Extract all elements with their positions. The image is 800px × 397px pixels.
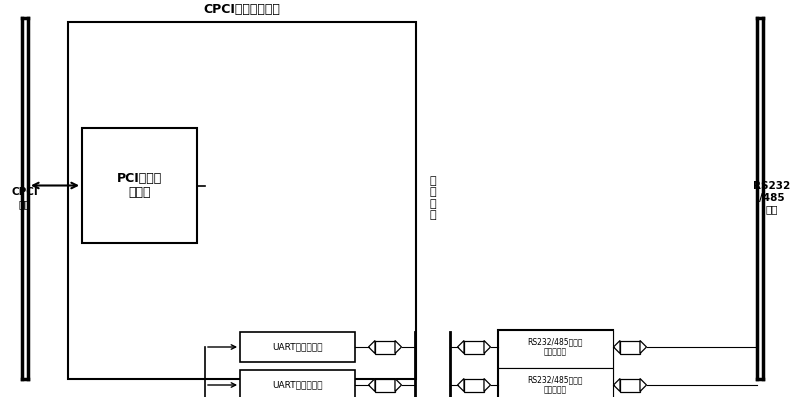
Bar xyxy=(464,378,484,391)
Polygon shape xyxy=(395,378,402,391)
Polygon shape xyxy=(614,341,620,353)
Polygon shape xyxy=(640,378,646,391)
Bar xyxy=(375,378,395,391)
Bar xyxy=(240,332,355,362)
Text: PCI从设备
管理器: PCI从设备 管理器 xyxy=(117,172,162,200)
Polygon shape xyxy=(458,341,464,353)
Bar xyxy=(498,368,613,397)
Polygon shape xyxy=(484,341,490,353)
Bar xyxy=(620,378,640,391)
Polygon shape xyxy=(369,341,375,353)
Polygon shape xyxy=(614,378,620,391)
Bar xyxy=(240,370,355,397)
Text: CPCI总线通信模块: CPCI总线通信模块 xyxy=(203,3,281,16)
Text: 磁
隔
离
器: 磁 隔 离 器 xyxy=(429,175,436,220)
Bar xyxy=(68,22,416,379)
Bar xyxy=(620,341,640,353)
Bar xyxy=(375,341,395,353)
Text: UART通信管理器: UART通信管理器 xyxy=(272,343,322,351)
Bar xyxy=(464,341,484,353)
Text: UART通信管理器: UART通信管理器 xyxy=(272,380,322,389)
Polygon shape xyxy=(458,378,464,391)
Polygon shape xyxy=(640,341,646,353)
Polygon shape xyxy=(395,341,402,353)
Polygon shape xyxy=(369,378,375,391)
Bar xyxy=(498,330,613,397)
Bar xyxy=(82,128,197,243)
Text: RS232/485二合一
通信收发器: RS232/485二合一 通信收发器 xyxy=(528,337,583,357)
Bar xyxy=(498,330,613,368)
Polygon shape xyxy=(484,378,490,391)
Text: RS232
/485
总线: RS232 /485 总线 xyxy=(754,181,790,215)
Text: CPCI
总线: CPCI 总线 xyxy=(12,187,38,209)
Text: RS232/485二合一
通信收发器: RS232/485二合一 通信收发器 xyxy=(528,375,583,395)
